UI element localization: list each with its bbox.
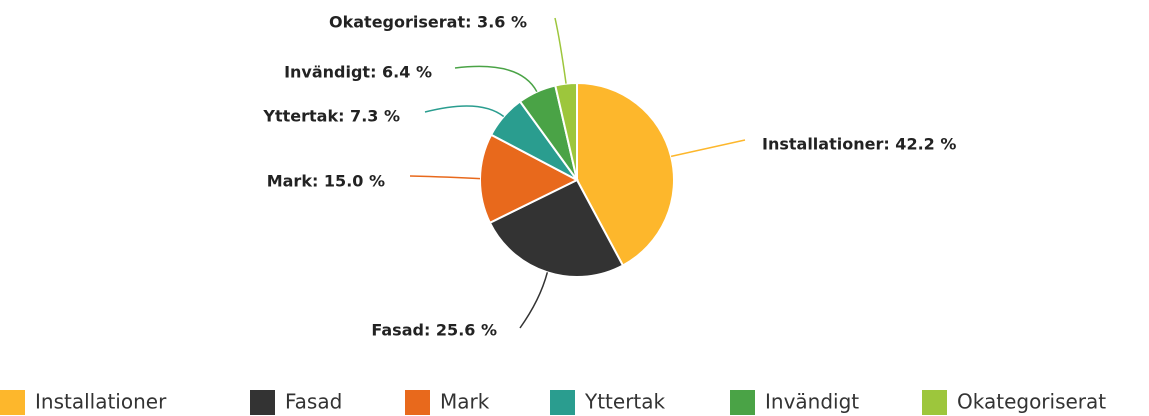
legend-label: Installationer	[35, 390, 167, 414]
leader-line	[424, 105, 505, 118]
legend-label: Fasad	[285, 390, 342, 414]
pie-slice	[488, 178, 625, 278]
leader-line	[409, 175, 481, 180]
pie-slice	[479, 133, 580, 225]
legend-swatch	[405, 390, 430, 415]
data-label: Mark: 15.0 %	[267, 172, 385, 191]
legend-swatch	[250, 390, 275, 415]
data-label: Yttertak: 7.3 %	[262, 107, 400, 126]
legend-swatch	[730, 390, 755, 415]
leader-line	[554, 17, 567, 84]
data-label: Fasad: 25.6 %	[371, 321, 497, 340]
legend-label: Yttertak	[584, 390, 666, 414]
legend-label: Invändigt	[765, 390, 859, 414]
leader-line	[519, 272, 549, 329]
legend-label: Mark	[440, 390, 490, 414]
data-label: Installationer: 42.2 %	[762, 135, 956, 154]
data-label: Invändigt: 6.4 %	[284, 63, 432, 82]
leader-line	[454, 65, 538, 93]
data-label: Okategoriserat: 3.6 %	[329, 13, 527, 32]
legend-label: Okategoriserat	[957, 390, 1106, 414]
legend-swatch	[0, 390, 25, 415]
legend-swatch	[550, 390, 575, 415]
leader-line	[670, 139, 746, 158]
legend-swatch	[922, 390, 947, 415]
